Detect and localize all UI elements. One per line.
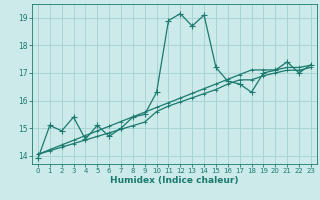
X-axis label: Humidex (Indice chaleur): Humidex (Indice chaleur) [110, 176, 239, 185]
